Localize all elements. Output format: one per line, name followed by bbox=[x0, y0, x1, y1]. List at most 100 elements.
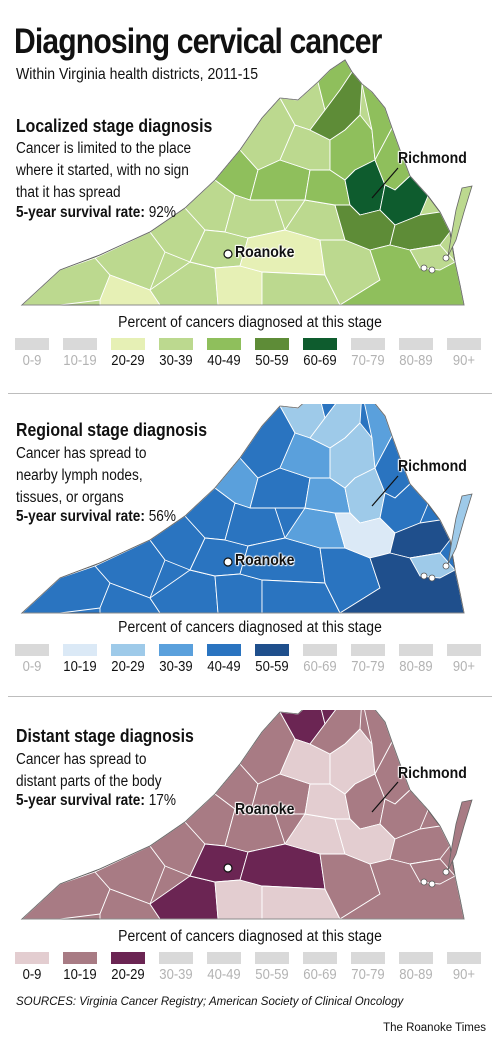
health-district bbox=[21, 871, 111, 920]
legend-label: 90+ bbox=[452, 353, 476, 369]
legend-item: 60-69 bbox=[300, 952, 340, 983]
sources-note: SOURCES: Virginia Cancer Registry; Ameri… bbox=[16, 996, 404, 1008]
legend-swatch bbox=[255, 644, 289, 656]
legend: 0-9 10-19 20-29 30-39 40-49 50-59 60-69 70-79 80… bbox=[12, 644, 492, 684]
legend: 0-9 10-19 20-29 30-39 40-49 50-59 60-69 70-79 80… bbox=[12, 952, 492, 992]
health-district bbox=[214, 265, 263, 306]
stage-description: Cancer has spread to nearby lymph nodes,… bbox=[16, 445, 147, 506]
health-district bbox=[409, 244, 456, 271]
survival-rate: 5-year survival rate: 92% bbox=[16, 204, 177, 221]
city-dot bbox=[428, 266, 436, 274]
city-label-richmond: Richmond bbox=[398, 458, 467, 475]
legend-item: 90+ bbox=[444, 338, 484, 369]
legend-swatch bbox=[63, 644, 97, 656]
health-district bbox=[379, 175, 429, 226]
stage-description: Cancer has spread to distant parts of th… bbox=[16, 751, 162, 790]
legend-swatch bbox=[15, 338, 49, 350]
legend-label: 10-19 bbox=[63, 353, 97, 369]
legend-item: 80-89 bbox=[396, 644, 436, 675]
map-panel-regional: Regional stage diagnosis Cancer has spre… bbox=[0, 404, 500, 694]
legend-label: 10-19 bbox=[63, 659, 97, 675]
legend-title: Percent of cancers diagnosed at this sta… bbox=[118, 314, 382, 331]
legend-label: 50-59 bbox=[255, 659, 289, 675]
city-dot bbox=[442, 868, 450, 876]
state-border bbox=[20, 404, 465, 614]
legend-swatch bbox=[447, 338, 481, 350]
legend-item: 30-39 bbox=[156, 952, 196, 983]
legend-item: 50-59 bbox=[252, 952, 292, 983]
legend-label: 40-49 bbox=[207, 353, 241, 369]
health-district bbox=[409, 858, 456, 885]
legend-item: 70-79 bbox=[348, 952, 388, 983]
page-subtitle: Within Virginia health districts, 2011-1… bbox=[16, 66, 259, 83]
legend-swatch bbox=[255, 338, 289, 350]
legend-item: 20-29 bbox=[108, 338, 148, 369]
legend-swatch bbox=[447, 644, 481, 656]
legend-label: 0-9 bbox=[22, 967, 42, 983]
legend-label: 50-59 bbox=[255, 353, 289, 369]
richmond-pointer bbox=[371, 475, 399, 507]
legend-item: 30-39 bbox=[156, 644, 196, 675]
legend-item: 80-89 bbox=[396, 952, 436, 983]
city-dot bbox=[442, 562, 450, 570]
city-dot bbox=[442, 254, 450, 262]
legend-item: 50-59 bbox=[252, 338, 292, 369]
legend-label: 60-69 bbox=[303, 353, 337, 369]
city-label-roanoke: Roanoke bbox=[235, 552, 295, 569]
health-district bbox=[214, 879, 263, 920]
stage-heading: Distant stage diagnosis bbox=[16, 726, 194, 746]
legend-swatch bbox=[111, 644, 145, 656]
legend-item: 30-39 bbox=[156, 338, 196, 369]
city-label-richmond: Richmond bbox=[398, 765, 467, 782]
legend-label: 0-9 bbox=[22, 659, 42, 675]
legend-item: 10-19 bbox=[60, 338, 100, 369]
survival-rate: 5-year survival rate: 56% bbox=[16, 508, 177, 525]
legend-label: 90+ bbox=[452, 967, 476, 983]
legend-item: 80-89 bbox=[396, 338, 436, 369]
health-district bbox=[409, 552, 456, 579]
legend-swatch bbox=[111, 338, 145, 350]
city-label-roanoke: Roanoke bbox=[235, 801, 295, 818]
city-label-roanoke: Roanoke bbox=[235, 244, 295, 261]
legend-label: 0-9 bbox=[22, 353, 42, 369]
legend-swatch bbox=[351, 338, 385, 350]
legend-swatch bbox=[351, 644, 385, 656]
page-title: Diagnosing cervical cancer bbox=[14, 22, 382, 61]
roanoke-dot bbox=[223, 249, 233, 259]
legend-swatch bbox=[399, 952, 433, 964]
publisher-credit: The Roanoke Times bbox=[383, 1022, 486, 1034]
legend-item: 0-9 bbox=[12, 952, 52, 983]
legend-label: 40-49 bbox=[207, 967, 241, 983]
legend-label: 70-79 bbox=[351, 353, 385, 369]
richmond-pointer bbox=[371, 167, 399, 199]
eastern-shore-district bbox=[447, 493, 473, 565]
legend-label: 20-29 bbox=[111, 967, 145, 983]
legend-item: 90+ bbox=[444, 644, 484, 675]
legend-item: 60-69 bbox=[300, 338, 340, 369]
legend-item: 40-49 bbox=[204, 952, 244, 983]
legend-swatch bbox=[159, 952, 193, 964]
health-district bbox=[214, 573, 263, 614]
legend-swatch bbox=[303, 644, 337, 656]
legend-item: 90+ bbox=[444, 952, 484, 983]
legend-item: 60-69 bbox=[300, 644, 340, 675]
eastern-shore-district bbox=[447, 185, 473, 257]
legend-item: 10-19 bbox=[60, 952, 100, 983]
map-panel-localized: Localized stage diagnosis Cancer is limi… bbox=[0, 0, 500, 380]
legend-swatch bbox=[207, 338, 241, 350]
roanoke-dot bbox=[223, 557, 233, 567]
roanoke-dot bbox=[223, 863, 233, 873]
legend-swatch bbox=[159, 338, 193, 350]
legend-label: 60-69 bbox=[303, 967, 337, 983]
legend-item: 40-49 bbox=[204, 338, 244, 369]
city-dot bbox=[420, 878, 428, 886]
legend-item: 70-79 bbox=[348, 338, 388, 369]
virginia-map-regional bbox=[20, 404, 473, 614]
legend-label: 30-39 bbox=[159, 967, 193, 983]
city-dot bbox=[428, 574, 436, 582]
legend-label: 90+ bbox=[452, 659, 476, 675]
legend-swatch bbox=[63, 952, 97, 964]
legend-label: 80-89 bbox=[399, 967, 433, 983]
map-panel-distant: Distant stage diagnosis Cancer has sprea… bbox=[0, 710, 500, 995]
stage-heading: Regional stage diagnosis bbox=[16, 420, 208, 440]
